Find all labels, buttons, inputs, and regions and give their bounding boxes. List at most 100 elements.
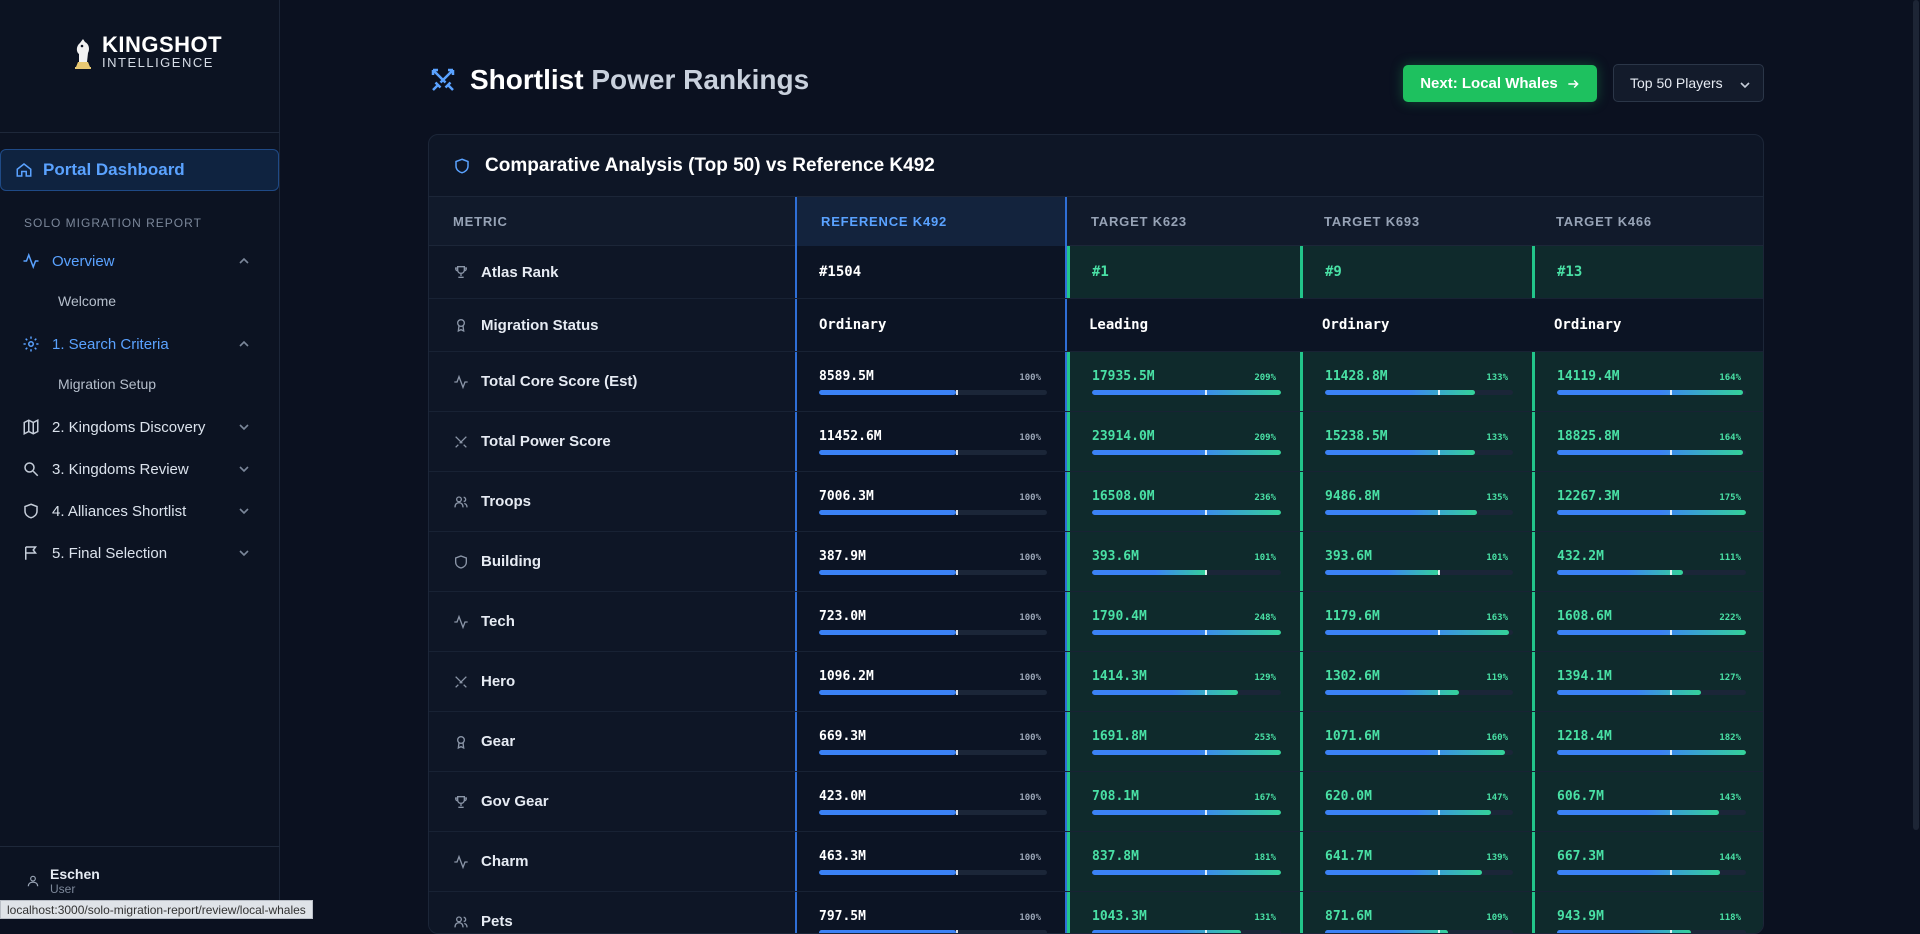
user-profile[interactable]: Eschen User	[26, 866, 100, 896]
sidebar-item-label: 2. Kingdoms Discovery	[52, 418, 206, 436]
sidebar-item-kingdoms-discovery[interactable]: 2. Kingdoms Discovery	[0, 409, 278, 445]
comparison-bar-fill	[1557, 690, 1701, 695]
metric-value: 606.7M	[1557, 789, 1604, 804]
sidebar-item-kingdoms-review[interactable]: 3. Kingdoms Review	[0, 451, 278, 487]
sidebar-item-label: Overview	[52, 252, 115, 270]
target-cell: 23914.0M 209%	[1067, 412, 1300, 471]
comparison-bar	[1325, 630, 1513, 635]
reference-cell: 7006.3M 100%	[795, 472, 1067, 531]
reference-marker	[956, 630, 958, 635]
chevron-down-icon[interactable]	[238, 421, 250, 433]
percent-of-reference: 127%	[1719, 673, 1741, 683]
page-scrollbar[interactable]	[1912, 0, 1920, 919]
sidebar-item-final-selection[interactable]: 5. Final Selection	[0, 535, 278, 571]
next-local-whales-button[interactable]: Next: Local Whales	[1403, 65, 1597, 102]
metric-value: 463.3M	[819, 849, 866, 864]
table-row: Hero 1096.2M 100% 1414.3M 129% 1302.6M 119% 139…	[429, 652, 1763, 712]
page-header: Shortlist Power Rankings	[428, 64, 809, 96]
sidebar-divider	[0, 846, 280, 847]
chevron-up-icon[interactable]	[238, 255, 250, 267]
reference-marker	[1438, 510, 1440, 515]
table-header-row: METRIC REFERENCE K492 TARGET K623 TARGET…	[429, 197, 1763, 246]
comparison-bar	[819, 870, 1047, 875]
comparison-bar	[1092, 930, 1281, 933]
column-header-target-k466: TARGET K466	[1556, 214, 1652, 229]
sidebar-item-search-criteria[interactable]: 1. Search Criteria	[0, 326, 278, 362]
metric-value: 1394.1M	[1557, 669, 1612, 684]
metric-label: Total Core Score (Est)	[481, 373, 638, 390]
metric-cell: Gov Gear	[429, 772, 795, 831]
target-cell: 393.6M 101%	[1067, 532, 1300, 591]
metric-cell: Charm	[429, 832, 795, 891]
target-cell: 667.3M 144%	[1532, 832, 1763, 891]
chevron-down-icon[interactable]	[238, 505, 250, 517]
reference-marker	[1670, 930, 1672, 933]
comparison-bar	[1092, 390, 1281, 395]
chevron-down-icon[interactable]	[238, 463, 250, 475]
reference-marker	[956, 930, 958, 933]
percent-of-reference: 253%	[1254, 733, 1276, 743]
sidebar-item-overview[interactable]: Overview	[0, 243, 278, 279]
scrollbar-thumb[interactable]	[1913, 0, 1919, 830]
reference-marker	[1205, 450, 1207, 455]
metric-cell: Gear	[429, 712, 795, 771]
reference-marker	[1205, 930, 1207, 933]
target-cell: 393.6M 101%	[1300, 532, 1532, 591]
reference-marker	[956, 870, 958, 875]
target-cell: 12267.3M 175%	[1532, 472, 1763, 531]
percent-of-reference: 100%	[1019, 733, 1041, 743]
reference-marker	[956, 570, 958, 575]
sidebar-item-alliances-shortlist[interactable]: 4. Alliances Shortlist	[0, 493, 278, 529]
chevron-down-icon	[1740, 82, 1750, 89]
brand-logo[interactable]: KINGSHOT INTELLIGENCE	[70, 34, 222, 70]
metric-label: Gov Gear	[481, 793, 549, 810]
brand-line1: KINGSHOT	[102, 32, 223, 57]
target-cell: 1302.6M 119%	[1300, 652, 1532, 711]
target-value: #13	[1557, 264, 1583, 280]
metric-cell: Hero	[429, 652, 795, 711]
metric-value: 1414.3M	[1092, 669, 1147, 684]
chevron-down-icon[interactable]	[238, 547, 250, 559]
percent-of-reference: 100%	[1019, 493, 1041, 503]
chevron-up-icon[interactable]	[238, 338, 250, 350]
comparison-bar-fill	[1325, 750, 1505, 755]
reference-marker	[1670, 570, 1672, 575]
target-cell: Leading	[1067, 299, 1300, 351]
reference-cell: 387.9M 100%	[795, 532, 1067, 591]
comparison-bar	[819, 690, 1047, 695]
metric-value: 23914.0M	[1092, 429, 1155, 444]
reference-marker	[956, 510, 958, 515]
sidebar-section-label: SOLO MIGRATION REPORT	[24, 216, 202, 230]
comparison-bar	[819, 570, 1047, 575]
comparison-bar-fill	[1092, 570, 1207, 575]
metric-label: Tech	[481, 613, 515, 630]
comparison-bar	[1325, 570, 1513, 575]
comparison-bar	[1557, 690, 1746, 695]
percent-of-reference: 101%	[1254, 553, 1276, 563]
metric-value: 432.2M	[1557, 549, 1604, 564]
comparison-bar-fill	[819, 810, 956, 815]
reference-marker	[1205, 630, 1207, 635]
reference-marker	[1205, 690, 1207, 695]
flag-icon	[25, 546, 37, 560]
target-cell: 871.6M 109%	[1300, 892, 1532, 933]
percent-of-reference: 164%	[1719, 373, 1741, 383]
reference-cell: 11452.6M 100%	[795, 412, 1067, 471]
reference-marker	[1438, 450, 1440, 455]
reference-cell: 8589.5M 100%	[795, 352, 1067, 411]
sidebar-subitem-migration-setup[interactable]: Migration Setup	[58, 376, 157, 392]
sidebar-subitem-welcome[interactable]: Welcome	[58, 293, 117, 309]
comparison-bar	[1557, 630, 1746, 635]
target-value: Leading	[1089, 317, 1149, 333]
reference-marker	[1205, 870, 1207, 875]
map-icon	[23, 419, 39, 435]
next-button-label: Next: Local Whales	[1420, 75, 1558, 92]
percent-of-reference: 118%	[1719, 913, 1741, 923]
top-players-select[interactable]: Top 50 Players	[1613, 64, 1764, 102]
percent-of-reference: 181%	[1254, 853, 1276, 863]
table-row: Total Core Score (Est) 8589.5M 100% 17935.5…	[429, 352, 1763, 412]
portal-dashboard-button[interactable]: Portal Dashboard	[0, 149, 279, 191]
reference-marker	[1205, 810, 1207, 815]
percent-of-reference: 175%	[1719, 493, 1741, 503]
comparison-bar	[1092, 690, 1281, 695]
